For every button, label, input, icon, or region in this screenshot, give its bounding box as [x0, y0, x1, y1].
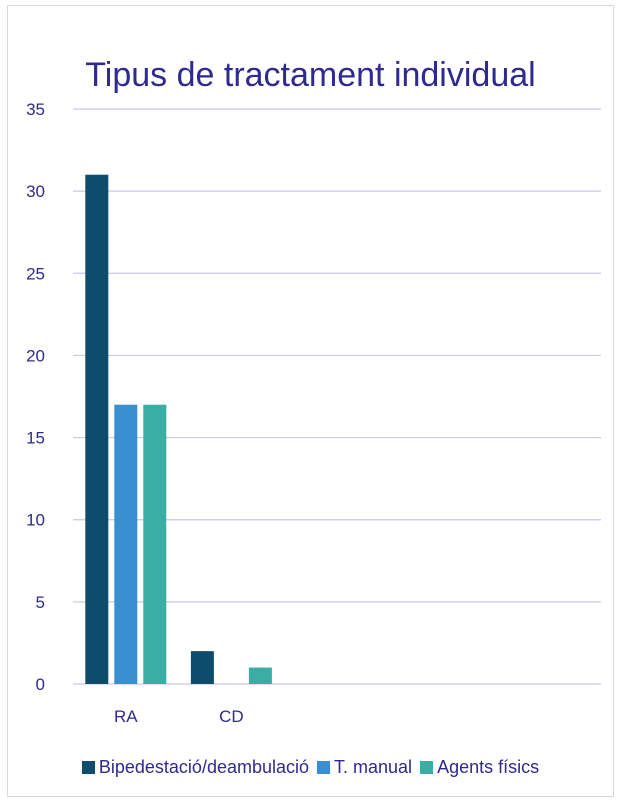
x-tick-label: RA [114, 707, 138, 726]
bar [248, 667, 272, 684]
bars [85, 174, 272, 684]
legend-item: Bipedestació/deambulació [81, 757, 310, 778]
y-tick-label: 15 [26, 429, 45, 448]
y-tick-label: 0 [36, 675, 45, 694]
bar [85, 174, 109, 684]
bar [190, 651, 214, 684]
x-tick-labels: RA CD [114, 707, 244, 726]
chart-title: Tipus de tractament individual [85, 56, 536, 94]
bar [143, 404, 167, 684]
x-tick-label: CD [219, 707, 244, 726]
bar [114, 404, 138, 684]
y-tick-label: 20 [26, 346, 45, 365]
legend-label: Agents físics [437, 757, 540, 777]
legend-item: T. manual [317, 757, 412, 778]
legend-label: Bipedestació/deambulació [98, 757, 310, 777]
legend-label: T. manual [334, 757, 413, 777]
y-tick-label: 5 [36, 593, 45, 612]
y-tick-label: 25 [26, 264, 45, 283]
y-tick-labels: 0 5 10 15 20 25 30 35 [26, 100, 45, 694]
legend-item: Agents físics [420, 757, 539, 778]
y-tick-label: 35 [26, 100, 45, 119]
legend-swatch [81, 761, 95, 774]
legend-swatch [317, 761, 331, 774]
legend-swatch [420, 761, 434, 774]
y-tick-label: 10 [26, 511, 45, 530]
legend: Bipedestació/deambulació T. manual Agents … [0, 757, 621, 778]
y-tick-label: 30 [26, 182, 45, 201]
